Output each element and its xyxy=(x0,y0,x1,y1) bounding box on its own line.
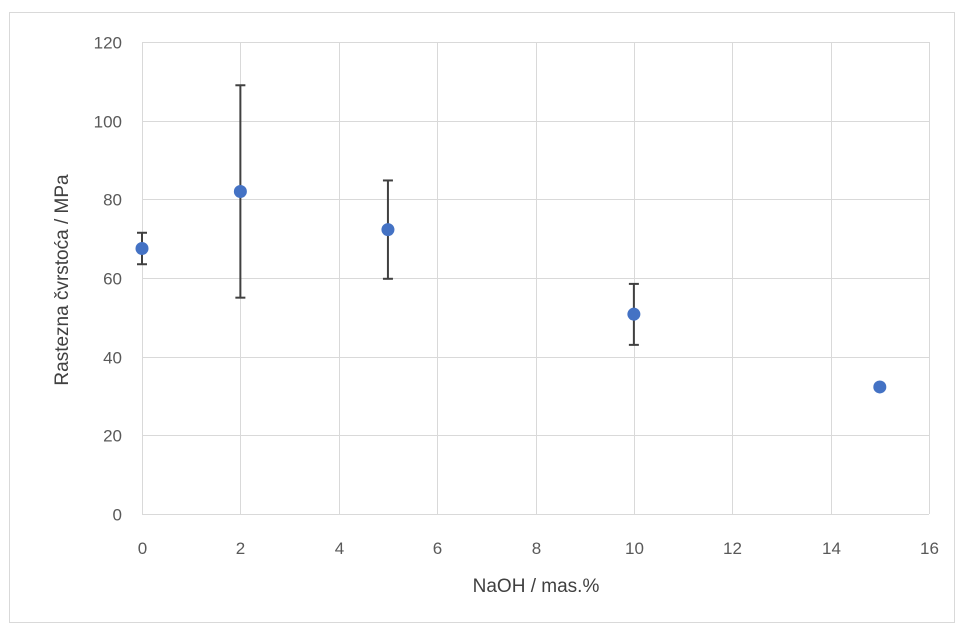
gridlines xyxy=(142,42,930,515)
x-tick-labels: 0 2 4 6 8 10 12 14 16 xyxy=(138,539,939,558)
data-points xyxy=(135,184,887,394)
x-tick-label: 2 xyxy=(236,539,245,558)
data-point xyxy=(627,307,641,321)
x-tick-label: 16 xyxy=(920,539,939,558)
y-tick-label: 40 xyxy=(103,349,122,368)
data-point xyxy=(135,242,149,255)
x-axis-title: NaOH / mas.% xyxy=(473,576,600,597)
x-tick-label: 12 xyxy=(723,539,742,558)
x-tick-label: 14 xyxy=(822,539,841,558)
x-tick-label: 10 xyxy=(625,539,644,558)
data-point xyxy=(873,380,887,394)
data-point xyxy=(233,184,247,198)
x-tick-label: 4 xyxy=(335,539,344,558)
x-tick-label: 0 xyxy=(138,539,147,558)
y-axis-title: Rastezna čvrstoća / MPa xyxy=(52,174,73,386)
y-tick-label: 100 xyxy=(94,113,122,132)
x-tick-label: 8 xyxy=(532,539,541,558)
y-tick-label: 120 xyxy=(94,34,122,53)
y-tick-label: 80 xyxy=(103,191,122,210)
y-tick-label: 60 xyxy=(103,270,122,289)
x-tick-label: 6 xyxy=(433,539,442,558)
data-point xyxy=(381,223,395,237)
y-tick-label: 0 xyxy=(113,506,122,525)
y-tick-label: 20 xyxy=(103,427,122,446)
chart-border xyxy=(9,12,955,623)
y-tick-labels: 0 20 40 60 80 100 120 xyxy=(94,34,122,525)
